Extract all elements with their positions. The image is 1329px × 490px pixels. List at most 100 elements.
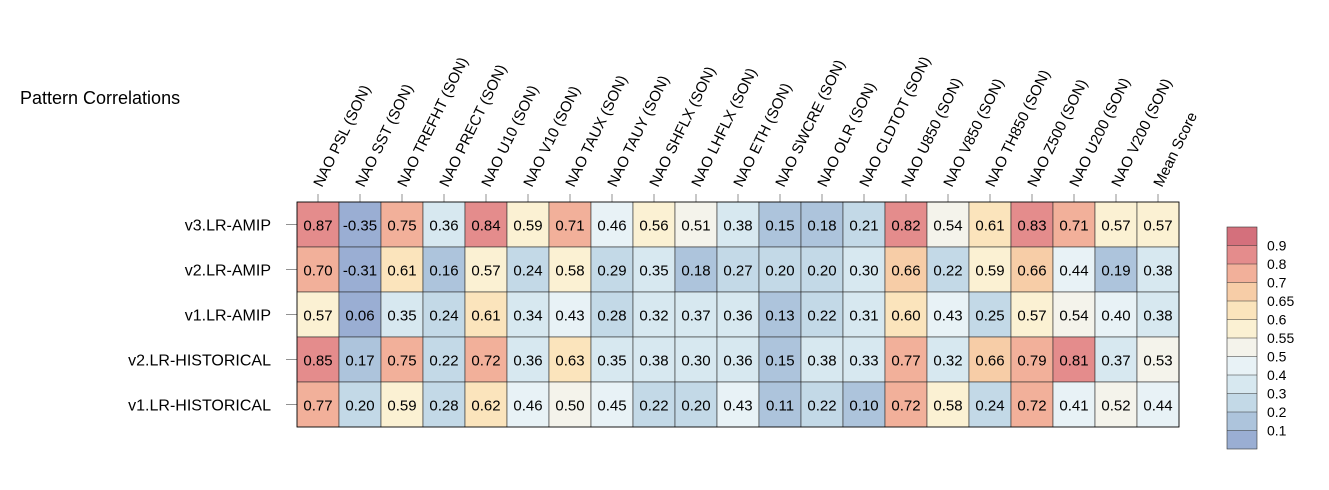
cell-value-label: 0.57 [303, 308, 332, 325]
cell-value-label: 0.38 [1143, 308, 1172, 325]
heatmap-cell [632, 336, 676, 383]
cell-value-label: 0.66 [975, 353, 1004, 370]
cell-value-label: 0.71 [1059, 218, 1088, 235]
heatmap-cell [758, 291, 802, 338]
heatmap-cell [884, 246, 928, 293]
row-labels: v3.LR-AMIP v2.LR-AMIP v1.LR-AMIP v2.LR-HIST… [128, 218, 271, 415]
heatmap-cell [674, 336, 718, 383]
heatmap-cell [590, 201, 634, 248]
cell-value-label: 0.87 [303, 218, 332, 235]
cell-value-label: 0.15 [765, 218, 794, 235]
cell-value-label: 0.24 [429, 308, 458, 325]
heatmap-cell [1136, 336, 1180, 383]
heatmap-cell [506, 291, 550, 338]
heatmap-border [296, 201, 1180, 428]
cell-value-label: 0.11 [766, 398, 794, 415]
heatmap-cell [548, 291, 592, 338]
cell-value-label: 0.29 [597, 263, 626, 280]
cell-value-label: 0.33 [849, 353, 878, 370]
cell-value-label: 0.70 [303, 263, 332, 280]
cell-value-label: 0.57 [1017, 308, 1046, 325]
row-ticks [286, 224, 297, 405]
cell-value-label: 0.37 [681, 308, 710, 325]
colorbar-segment [1227, 319, 1257, 338]
cell-value-label: 0.22 [429, 353, 458, 370]
heatmap-cell [884, 381, 928, 428]
cell-value-label: 0.54 [1059, 308, 1088, 325]
colorbar-segment [1227, 282, 1257, 301]
cell-value-label: 0.83 [1017, 218, 1046, 235]
cell-value-label: 0.36 [723, 353, 752, 370]
cell-value-label: 0.21 [849, 218, 878, 235]
cell-value-label: 0.59 [513, 218, 542, 235]
cell-value-label: 0.22 [639, 398, 668, 415]
cell-value-label: 0.36 [429, 218, 458, 235]
heatmap-cell [884, 336, 928, 383]
chart-title: Pattern Correlations [20, 88, 180, 108]
cell-value-label: 0.46 [513, 398, 542, 415]
heatmap-cell [758, 336, 802, 383]
cell-value-label: 0.43 [933, 308, 962, 325]
colorbar-segment [1227, 430, 1257, 449]
heatmap-cell [926, 381, 970, 428]
heatmap-cell [548, 201, 592, 248]
heatmap-cell [464, 201, 508, 248]
cell-value-label: 0.36 [723, 308, 752, 325]
cell-value-label: 0.50 [555, 398, 584, 415]
heatmap-cell [926, 246, 970, 293]
cell-value-label: 0.59 [387, 398, 416, 415]
colorbar-label: 0.2 [1267, 404, 1287, 420]
heatmap-cell [1136, 201, 1180, 248]
heatmap-cell [968, 291, 1012, 338]
cell-value-label: 0.61 [471, 308, 500, 325]
heatmap-cell [590, 381, 634, 428]
heatmap-cell [1094, 246, 1138, 293]
cell-value-label: 0.57 [471, 263, 500, 280]
heatmap-cell [716, 336, 760, 383]
heatmap-cell [926, 201, 970, 248]
heatmap-cell [548, 246, 592, 293]
cell-value-label: 0.18 [681, 263, 710, 280]
heatmap-cell [422, 246, 466, 293]
cell-value-label: 0.77 [303, 398, 332, 415]
heatmap-cell [716, 201, 760, 248]
cell-value-label: 0.72 [1017, 398, 1046, 415]
cell-value-label: 0.15 [765, 353, 794, 370]
heatmap-cell [926, 291, 970, 338]
colorbar-label: 0.3 [1267, 386, 1287, 402]
cell-value-label: 0.71 [555, 218, 584, 235]
cell-value-label: 0.43 [555, 308, 584, 325]
heatmap-cell [1094, 336, 1138, 383]
cell-value-label: 0.77 [891, 353, 920, 370]
heatmap-cell [464, 381, 508, 428]
heatmap-cell [1094, 291, 1138, 338]
heatmap-cell [422, 336, 466, 383]
heatmap-cell [1052, 381, 1096, 428]
heatmap-cell [800, 336, 844, 383]
colorbar-label: 0.4 [1267, 367, 1287, 383]
heatmap-cell [968, 201, 1012, 248]
cell-value-label: 0.25 [975, 308, 1004, 325]
cell-value-label: 0.75 [387, 353, 416, 370]
heatmap-cell [506, 246, 550, 293]
colorbar-segment [1227, 301, 1257, 320]
heatmap-cell [800, 291, 844, 338]
heatmap-cell [884, 291, 928, 338]
heatmap-cell [590, 246, 634, 293]
cell-value-label: 0.28 [429, 398, 458, 415]
colorbar-label: 0.8 [1267, 256, 1287, 272]
cell-value-label: 0.34 [513, 308, 542, 325]
colorbar-label: 0.1 [1267, 423, 1287, 439]
cell-value-label: 0.35 [597, 353, 626, 370]
cell-value-label: 0.81 [1059, 353, 1088, 370]
cell-value-label: 0.41 [1059, 398, 1088, 415]
heatmap-cell [590, 336, 634, 383]
cell-value-label: 0.18 [807, 218, 836, 235]
colorbar-label: 0.5 [1267, 349, 1287, 365]
cell-value-label: 0.40 [1101, 308, 1130, 325]
cell-value-label: 0.20 [345, 398, 374, 415]
cell-value-label: 0.24 [513, 263, 542, 280]
colorbar-label: 0.7 [1267, 275, 1287, 291]
heatmap-cell [296, 201, 340, 248]
heatmap-cell [632, 246, 676, 293]
